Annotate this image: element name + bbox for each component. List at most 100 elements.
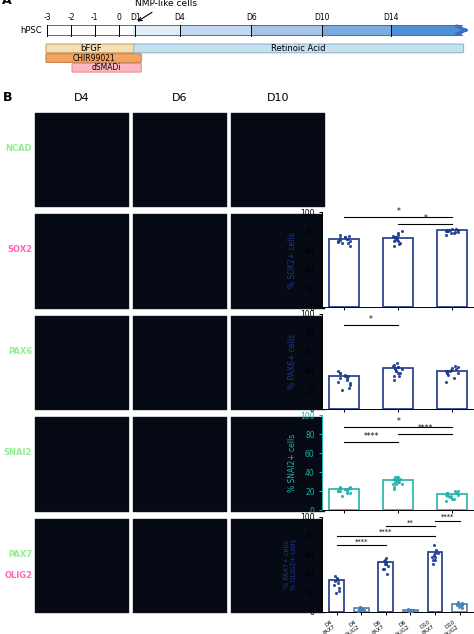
Point: [336, 373, 343, 384]
Point: [405, 606, 412, 616]
Bar: [251, 25, 322, 35]
Point: [334, 576, 342, 586]
Point: [346, 378, 354, 388]
Point: [394, 368, 402, 378]
Point: [394, 472, 402, 482]
Point: [448, 363, 456, 373]
Bar: [231, 417, 325, 512]
Point: [360, 605, 368, 615]
FancyBboxPatch shape: [72, 63, 141, 72]
Point: [398, 364, 406, 374]
Point: [410, 605, 417, 615]
Point: [335, 486, 342, 496]
Bar: [391, 25, 462, 35]
Bar: [133, 214, 227, 309]
Point: [410, 605, 417, 615]
Bar: [329, 375, 359, 409]
Bar: [133, 316, 227, 410]
Point: [455, 602, 463, 612]
Point: [444, 488, 451, 498]
Point: [458, 598, 466, 609]
Text: SNAI2: SNAI2: [4, 448, 32, 457]
Point: [394, 477, 401, 487]
Point: [337, 230, 344, 240]
Bar: [329, 581, 344, 612]
Point: [454, 597, 462, 607]
Point: [404, 605, 412, 615]
Point: [396, 238, 403, 249]
Point: [430, 540, 438, 550]
Bar: [231, 316, 325, 410]
Bar: [452, 604, 467, 612]
Point: [390, 482, 398, 492]
Point: [451, 486, 458, 496]
Point: [444, 368, 451, 378]
Point: [443, 488, 451, 498]
Point: [453, 224, 460, 234]
Point: [334, 236, 342, 246]
Point: [408, 605, 415, 615]
Point: [392, 475, 400, 485]
Point: [336, 483, 343, 493]
Point: [381, 559, 388, 569]
Text: hPSC: hPSC: [20, 26, 42, 35]
Point: [446, 492, 454, 502]
Point: [379, 564, 387, 574]
Bar: [378, 562, 393, 612]
Point: [381, 554, 389, 565]
Point: [393, 234, 401, 244]
Point: [398, 226, 406, 236]
Text: DAPI: DAPI: [9, 368, 32, 377]
Y-axis label: % SOX2+ cells: % SOX2+ cells: [288, 232, 297, 288]
Text: *: *: [396, 417, 400, 426]
Point: [382, 553, 390, 563]
Text: *: *: [369, 315, 373, 325]
Point: [443, 377, 450, 387]
Point: [331, 571, 338, 581]
Bar: [47, 25, 133, 35]
Point: [455, 368, 462, 378]
Bar: [354, 608, 369, 612]
Point: [457, 601, 465, 611]
Point: [392, 479, 400, 489]
Bar: [35, 519, 129, 613]
Point: [336, 368, 343, 378]
Point: [356, 604, 363, 614]
Bar: [403, 610, 418, 612]
Bar: [329, 239, 359, 307]
Point: [454, 599, 461, 609]
Point: [334, 578, 342, 588]
Point: [392, 477, 399, 487]
Point: [396, 238, 403, 248]
Point: [335, 586, 343, 596]
Point: [459, 603, 466, 613]
Point: [337, 368, 344, 378]
Point: [458, 600, 466, 611]
Text: OLIG2: OLIG2: [4, 571, 32, 580]
Point: [342, 370, 349, 380]
Point: [443, 230, 450, 240]
Point: [336, 583, 343, 593]
Point: [392, 366, 400, 376]
Point: [343, 373, 351, 383]
Text: D10: D10: [315, 13, 330, 22]
Point: [409, 606, 416, 616]
Point: [345, 370, 352, 380]
Text: DAPI: DAPI: [9, 470, 32, 479]
Text: PAX6: PAX6: [8, 347, 32, 356]
Point: [345, 231, 353, 241]
Point: [332, 588, 340, 598]
Point: [393, 358, 401, 368]
Point: [450, 373, 457, 384]
Point: [395, 230, 402, 240]
Point: [342, 232, 349, 242]
Point: [342, 484, 349, 495]
Point: [336, 482, 343, 492]
Point: [442, 490, 450, 500]
Point: [444, 226, 452, 236]
Point: [390, 231, 397, 241]
Point: [453, 600, 461, 611]
Bar: [231, 519, 325, 613]
Point: [442, 366, 450, 376]
Point: [453, 364, 460, 374]
